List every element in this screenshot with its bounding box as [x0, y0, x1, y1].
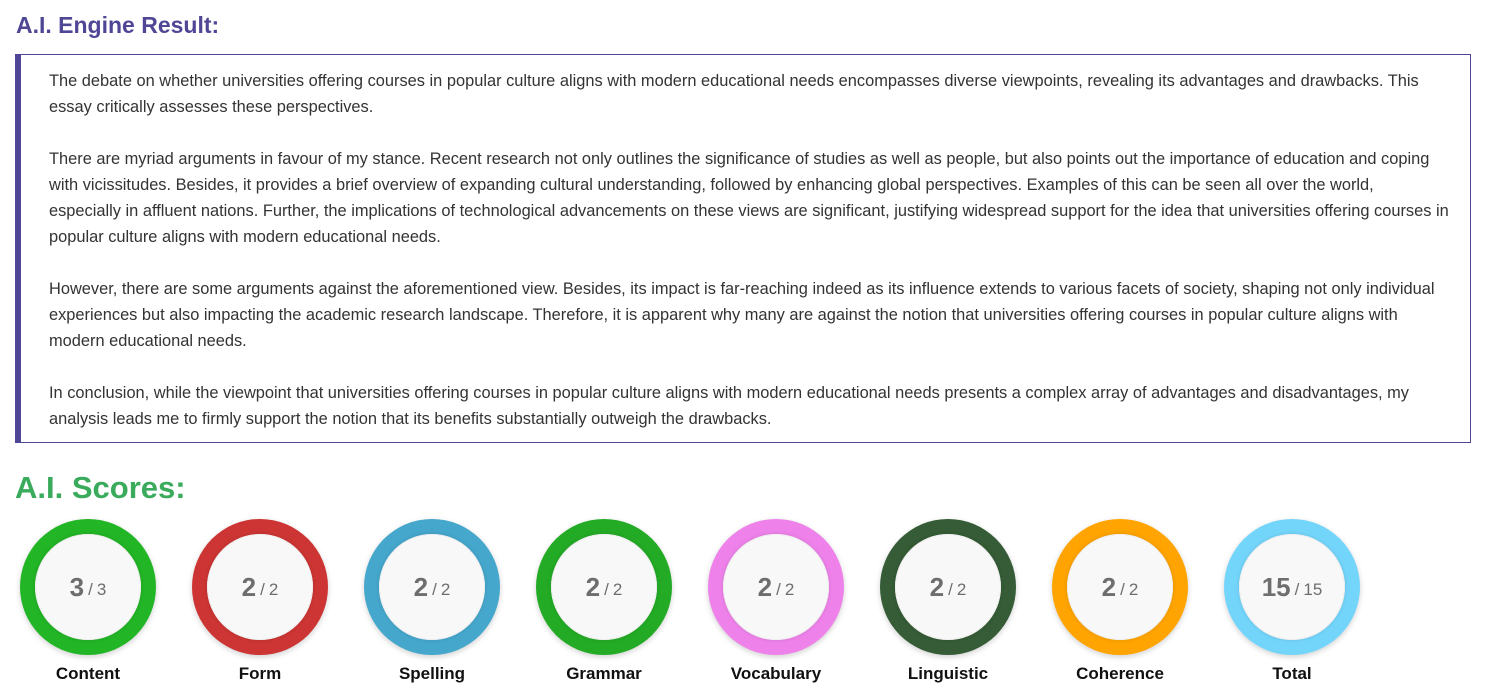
- score-item-linguistic: 2 / 2 Linguistic: [880, 519, 1016, 689]
- score-separator: /: [432, 580, 437, 599]
- score-ring: 15 / 15: [1224, 519, 1360, 655]
- score-ring: 2 / 2: [364, 519, 500, 655]
- score-value: 2 / 2: [723, 534, 829, 640]
- score-label: Coherence: [1076, 664, 1164, 683]
- score-separator: /: [1294, 580, 1300, 599]
- score-ring: 2 / 2: [880, 519, 1016, 655]
- essay-box: The debate on whether universities offer…: [15, 54, 1471, 443]
- score-item-total: 15 / 15 Total: [1224, 519, 1360, 689]
- score-ring: 2 / 2: [536, 519, 672, 655]
- score-max: 2: [440, 580, 451, 599]
- score-max: 2: [1128, 580, 1139, 599]
- essay-paragraph: In conclusion, while the viewpoint that …: [49, 384, 1409, 428]
- score-item-form: 2 / 2 Form: [192, 519, 328, 689]
- essay-paragraph: The debate on whether universities offer…: [49, 72, 1419, 116]
- score-value: 2 / 2: [551, 534, 657, 640]
- score-separator: /: [604, 580, 609, 599]
- score-item-content: 3 / 3 Content: [20, 519, 156, 689]
- result-heading: A.I. Engine Result:: [16, 12, 220, 38]
- score-item-spelling: 2 / 2 Spelling: [364, 519, 500, 689]
- score-label: Form: [238, 664, 282, 683]
- score-number: 3: [69, 571, 85, 602]
- score-number: 15: [1261, 571, 1291, 602]
- score-item-coherence: 2 / 2 Coherence: [1052, 519, 1188, 689]
- score-max: 2: [956, 580, 967, 599]
- score-separator: /: [776, 580, 781, 599]
- score-number: 2: [1101, 571, 1117, 602]
- score-item-grammar: 2 / 2 Grammar: [536, 519, 672, 689]
- score-label: Grammar: [566, 664, 642, 683]
- score-label: Linguistic: [907, 664, 989, 683]
- score-separator: /: [88, 580, 93, 599]
- score-separator: /: [1120, 580, 1125, 599]
- score-number: 2: [929, 571, 945, 602]
- score-number: 2: [241, 571, 257, 602]
- score-label: Total: [1272, 664, 1312, 683]
- score-value: 2 / 2: [207, 534, 313, 640]
- score-ring: 2 / 2: [708, 519, 844, 655]
- score-ring: 2 / 2: [192, 519, 328, 655]
- score-max: 2: [784, 580, 795, 599]
- score-value: 2 / 2: [895, 534, 1001, 640]
- score-ring: 2 / 2: [1052, 519, 1188, 655]
- score-max: 2: [268, 580, 279, 599]
- score-number: 2: [413, 571, 429, 602]
- essay-paragraph: There are myriad arguments in favour of …: [49, 150, 1449, 246]
- score-value: 2 / 2: [1067, 534, 1173, 640]
- score-max: 3: [96, 580, 107, 599]
- scores-heading: A.I. Scores:: [15, 470, 186, 505]
- score-label: Content: [55, 664, 121, 683]
- score-max: 2: [612, 580, 623, 599]
- essay-paragraph: However, there are some arguments agains…: [49, 280, 1435, 350]
- score-label: Spelling: [398, 664, 466, 683]
- score-label: Vocabulary: [730, 664, 822, 683]
- score-max: 15: [1303, 580, 1323, 599]
- score-value: 3 / 3: [35, 534, 141, 640]
- score-value: 15 / 15: [1239, 534, 1345, 640]
- score-separator: /: [260, 580, 265, 599]
- score-item-vocabulary: 2 / 2 Vocabulary: [708, 519, 844, 689]
- score-number: 2: [757, 571, 773, 602]
- score-separator: /: [948, 580, 953, 599]
- score-number: 2: [585, 571, 601, 602]
- score-value: 2 / 2: [379, 534, 485, 640]
- score-ring: 3 / 3: [20, 519, 156, 655]
